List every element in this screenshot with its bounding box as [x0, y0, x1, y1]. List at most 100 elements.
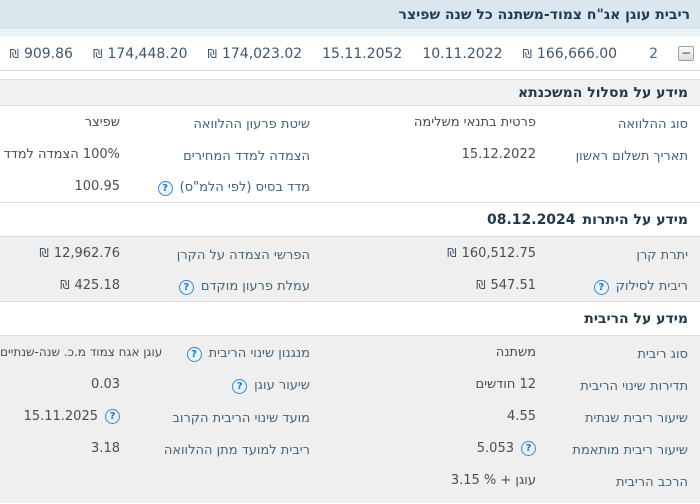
field-value-cell: שפיצר: [0, 115, 120, 130]
help-icon[interactable]: ?: [157, 181, 173, 196]
field-label: מדד בסיס (לפי הלמ"ס): [179, 180, 310, 195]
help-icon[interactable]: ?: [178, 280, 194, 295]
field-value: 100.95: [74, 178, 121, 194]
field-value-cell: ? 15.11.2025: [0, 408, 120, 424]
field-label: הרכב הריבית: [615, 474, 688, 490]
field-label-cell: סוג ההלוואה: [536, 113, 688, 132]
field-value-cell: 12 חודשים: [310, 377, 536, 392]
field-label: ריבית למועד מתן ההלוואה: [163, 442, 310, 458]
field-value: עוגן + ‎3.15 %‎: [450, 472, 536, 488]
field-row: סוג ריבית משתנה מנגנון שינוי הריבית? עוגן א…: [0, 336, 700, 368]
field-label: ריבית לסילוק: [615, 279, 688, 294]
field-row: תדירות שינוי הריבית 12 חודשים שיעור עוגן? 0…: [0, 368, 700, 400]
field-value-cell: עוגן אגח צמוד מ.כ. שנה-שנתיים: [0, 345, 162, 359]
field-label-cell: יתרת קרן: [536, 244, 688, 263]
help-icon[interactable]: ?: [105, 408, 120, 424]
field-value-cell: 12,962.76 ₪: [0, 246, 120, 261]
field-value: 4.55: [507, 408, 536, 424]
summary-amount: 909.86: [23, 45, 73, 62]
field-label-cell: עמלת פרעון מוקדם?: [120, 275, 310, 295]
field-row: יתרת קרן 160,512.75 ₪ הפרשי הצמדה על הקרן 12…: [0, 237, 700, 269]
field-label: יתרת קרן: [636, 247, 688, 263]
title-bar-strip: [0, 29, 700, 37]
field-label: הפרשי הצמדה על הקרן: [176, 247, 310, 263]
field-value: 15.12.2022: [461, 146, 536, 162]
field-row: שיעור ריבית שנתית 4.55 מועד שינוי הריבית ה…: [0, 400, 700, 432]
collapse-minus-button[interactable]: −: [678, 46, 694, 61]
field-label: שיעור עוגן: [254, 378, 310, 393]
shekel-sign: ₪: [476, 278, 486, 292]
section-header-interest: מידע על הריבית: [0, 301, 700, 336]
section-date: 08.12.2024: [486, 211, 576, 228]
loan-title: ריבית עוגן אג"ח צמוד-משתנה כל שנה שפיצר: [398, 6, 690, 23]
shekel-sign: ₪: [39, 246, 49, 260]
field-value-cell: 100.95: [0, 178, 121, 194]
shekel-sign: ₪: [92, 46, 103, 61]
field-value-cell: פרטית בתנאי משלימה: [310, 115, 536, 130]
help-icon[interactable]: ?: [232, 379, 248, 394]
summary-value: 15.11.2052: [322, 46, 402, 62]
field-label: עמלת פרעון מוקדם: [200, 279, 310, 294]
summary-value: 174,448.20 ₪: [93, 46, 188, 62]
field-value: משתנה: [495, 344, 536, 360]
field-value: 160,512.75: [461, 245, 536, 261]
section-body-balances: יתרת קרן 160,512.75 ₪ הפרשי הצמדה על הקרן 12…: [0, 237, 700, 301]
loan-title-bar: ריבית עוגן אג"ח צמוד-משתנה כל שנה שפיצר: [0, 0, 700, 29]
field-label: מועד שינוי הריבית הקרוב: [172, 410, 310, 426]
field-label-cell: ריבית לסילוק?: [536, 275, 688, 295]
field-label: מנגנון שינוי הריבית: [208, 346, 310, 361]
field-value: שפיצר: [84, 114, 120, 130]
section-body-interest: סוג ריבית משתנה מנגנון שינוי הריבית? עוגן א…: [0, 336, 700, 503]
help-icon[interactable]: ?: [593, 280, 609, 295]
field-label: תאריך תשלום ראשון: [575, 148, 688, 164]
field-value: 547.51: [490, 277, 537, 293]
section-body-track: סוג ההלוואה פרטית בתנאי משלימה שיטת פרעון …: [0, 106, 700, 202]
summary-value: 909.86 ₪: [10, 46, 73, 62]
shekel-sign: ₪: [9, 46, 19, 61]
field-label-cell: הרכב הריבית: [536, 471, 688, 490]
field-row: שיעור ריבית מותאמת? 5.053 ריבית למועד מתן …: [0, 432, 700, 464]
field-value-cell: 100% הצמדה למדד: [0, 147, 120, 162]
field-row: מדד בסיס (לפי הלמ"ס)? 100.95: [0, 170, 700, 202]
field-value: 15.11.2025: [23, 408, 98, 424]
field-label: שיעור ריבית שנתית: [584, 410, 688, 426]
summary-amount: 10.11.2022: [422, 45, 503, 62]
field-value-cell: 547.51 ₪: [310, 278, 536, 293]
field-value-cell: 425.18 ₪: [0, 278, 120, 293]
field-value: עוגן אגח צמוד מ.כ. שנה-שנתיים: [0, 345, 163, 359]
field-value-cell: 0.03: [0, 377, 120, 392]
section-title: מידע על היתרות: [582, 211, 688, 228]
section-header-track: מידע על מסלול המשכנתא: [0, 79, 700, 106]
field-label-cell: שיטת פרעון ההלוואה: [120, 113, 310, 132]
summary-value: 166,666.00 ₪: [522, 46, 617, 62]
summary-value: 10.11.2022: [422, 46, 502, 62]
field-label-cell: מועד שינוי הריבית הקרוב: [120, 407, 310, 426]
help-icon[interactable]: ?: [186, 347, 202, 362]
field-label-cell: שיעור ריבית מותאמת: [536, 439, 688, 458]
summary-amount: 174,448.20: [107, 45, 188, 62]
field-label-cell: שיעור ריבית שנתית: [536, 407, 688, 426]
field-label-cell: תדירות שינוי הריבית: [536, 375, 688, 394]
field-label: סוג ריבית: [637, 346, 688, 362]
field-label: שיעור ריבית מותאמת: [572, 442, 688, 458]
field-label-cell: הפרשי הצמדה על הקרן: [120, 244, 310, 263]
summary-value: 174,023.02 ₪: [208, 46, 303, 62]
field-value-cell: עוגן + ‎3.15 %‎: [310, 473, 536, 488]
loan-detail-sections: מידע על מסלול המשכנתא סוג ההלוואה פרטית בת…: [0, 79, 700, 503]
field-value-cell: משתנה: [310, 345, 536, 360]
help-icon[interactable]: ?: [521, 440, 536, 456]
shekel-sign: ₪: [207, 46, 217, 61]
section-title: מידע על הריבית: [584, 310, 688, 327]
field-value: 12,962.76: [53, 245, 120, 261]
field-row: סוג ההלוואה פרטית בתנאי משלימה שיטת פרעון …: [0, 106, 700, 138]
field-value-cell: 3.18: [0, 441, 120, 456]
summary-values: 166,666.00 ₪ 10.11.2022 15.11.2052 174,023.0…: [10, 46, 618, 62]
loan-index-number: 2: [649, 45, 658, 62]
field-value: 425.18: [74, 277, 121, 293]
field-label: שיטת פרעון ההלוואה: [193, 116, 310, 132]
field-label-cell: הצמדה למדד המחירים: [120, 145, 310, 164]
summary-amount: 174,023.02: [221, 45, 303, 62]
field-row: תאריך תשלום ראשון 15.12.2022 הצמדה למדד המ…: [0, 138, 700, 170]
shekel-sign: ₪: [447, 246, 457, 260]
field-row: ריבית לסילוק? 547.51 ₪ עמלת פרעון מוקדם? 425…: [0, 269, 700, 301]
